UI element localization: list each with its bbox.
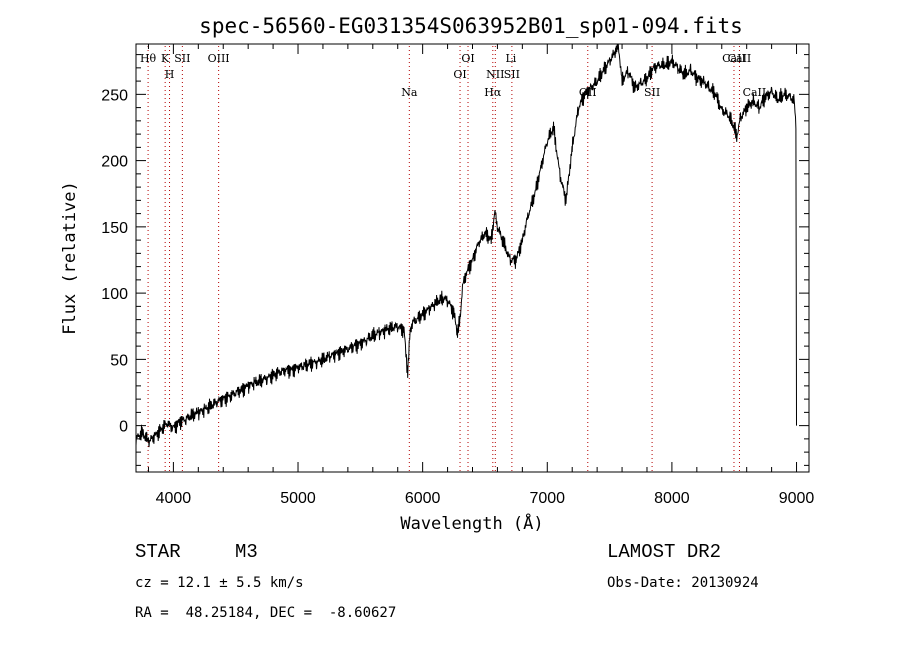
x-axis-label: Wavelength (Å) — [400, 512, 543, 534]
line-label-mid-7: SII — [644, 86, 660, 99]
coordinates-text: RA = 48.25184, DEC = -8.60627 — [135, 605, 397, 621]
x-tick-label-5: 9000 — [779, 490, 815, 507]
x-tick-label-3: 7000 — [529, 490, 565, 507]
x-axis-ticks: 4000 5000 6000 7000 8000 9000 — [147, 44, 815, 507]
y-tick-label-5: 250 — [101, 87, 128, 104]
y-tick-label-1: 50 — [110, 352, 128, 369]
x-tick-label-2: 6000 — [405, 490, 441, 507]
x-tick-label-1: 5000 — [280, 490, 316, 507]
line-label-top-1: K — [161, 52, 170, 65]
y-axis-label: Flux (relative) — [60, 181, 80, 335]
spectrum-series-line — [135, 43, 797, 448]
line-label-top-6: CaII — [722, 52, 746, 65]
object-subclass: M3 — [235, 541, 258, 563]
line-label-mid-8: CaII — [743, 86, 767, 99]
object-class: STAR — [135, 541, 181, 563]
chart-title: spec-56560-EG031354S063952B01_sp01-094.f… — [199, 14, 743, 38]
line-label-mid-1: Na — [401, 86, 418, 99]
line-label-top-0: Hθ — [140, 52, 157, 65]
line-label-top-7: CaII — [728, 52, 752, 65]
obs-date-text: Obs-Date: 20130924 — [607, 575, 759, 591]
line-label-top-5: Li — [505, 52, 516, 65]
line-label-top-4: OI — [461, 52, 474, 65]
line-label-mid-0: H — [165, 68, 175, 81]
line-label-mid-5: Hα — [484, 86, 502, 99]
line-label-top-3: OIII — [208, 52, 230, 65]
line-label-mid-3: NII — [486, 68, 504, 81]
y-tick-label-0: 0 — [119, 419, 128, 436]
y-tick-label-3: 150 — [101, 220, 128, 237]
line-label-top-2: SII — [174, 52, 190, 65]
y-tick-label-2: 100 — [101, 286, 128, 303]
survey-name: LAMOST DR2 — [607, 541, 722, 563]
spectral-line-markers — [147, 46, 740, 471]
y-axis-ticks: 0 50 100 150 200 250 — [101, 54, 809, 466]
line-label-mid-2: OI — [453, 68, 466, 81]
y-tick-label-4: 200 — [101, 154, 128, 171]
redshift-text: cz = 12.1 ± 5.5 km/s — [135, 575, 304, 591]
x-tick-label-0: 4000 — [156, 490, 192, 507]
line-label-mid-4: SII — [504, 68, 520, 81]
x-tick-label-4: 8000 — [654, 490, 690, 507]
